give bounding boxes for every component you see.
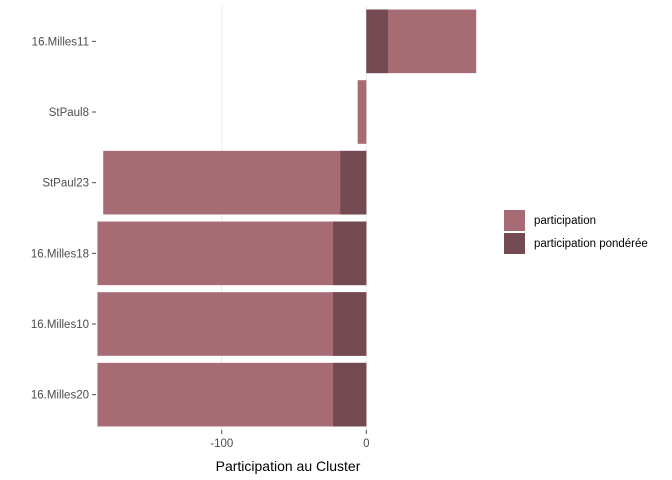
legend-item-participation: participation <box>504 209 648 232</box>
legend-item-participation-ponderee: participation pondérée <box>504 232 648 255</box>
bar-participation-4 <box>97 292 367 356</box>
y-tick-labels: 16.Milles11 StPaul8 StPaul23 16.Milles18 16.… <box>31 36 89 401</box>
bar-participation-ponderee-3 <box>333 221 367 286</box>
y-tick-label-1: StPaul8 <box>49 107 89 119</box>
x-tick-label-1: 0 <box>363 438 369 450</box>
bar-participation-5 <box>97 362 367 427</box>
legend-key-participation <box>504 210 525 231</box>
bar-participation-3 <box>97 221 367 286</box>
bar-participation-ponderee-0 <box>366 9 389 74</box>
legend-key-participation-ponderee <box>504 233 525 254</box>
y-tick-label-5: 16.Milles20 <box>31 390 89 402</box>
bar-participation-2 <box>103 150 367 215</box>
y-tick-label-0: 16.Milles11 <box>32 36 89 48</box>
grid-lines <box>221 6 367 430</box>
bar-participation-ponderee-4 <box>333 292 367 356</box>
bars <box>97 9 477 427</box>
y-tick-label-4: 16.Milles10 <box>31 319 89 331</box>
legend-label-participation-ponderee: participation pondérée <box>534 237 648 250</box>
legend-label-participation: participation <box>534 214 597 227</box>
x-tick-labels: -100 0 <box>210 438 369 450</box>
bar-participation-1 <box>357 80 367 144</box>
x-tick-label-0: -100 <box>210 438 233 450</box>
bar-participation-ponderee-2 <box>340 150 367 215</box>
bar-participation-ponderee-5 <box>333 362 367 427</box>
x-axis-title: Participation au Cluster <box>216 458 361 474</box>
y-tick-label-2: StPaul23 <box>42 178 89 190</box>
y-tick-label-3: 16.Milles18 <box>31 248 89 260</box>
y-tick-marks <box>92 40 96 396</box>
x-tick-marks <box>221 430 367 434</box>
legend: participation participation pondérée <box>504 209 648 255</box>
